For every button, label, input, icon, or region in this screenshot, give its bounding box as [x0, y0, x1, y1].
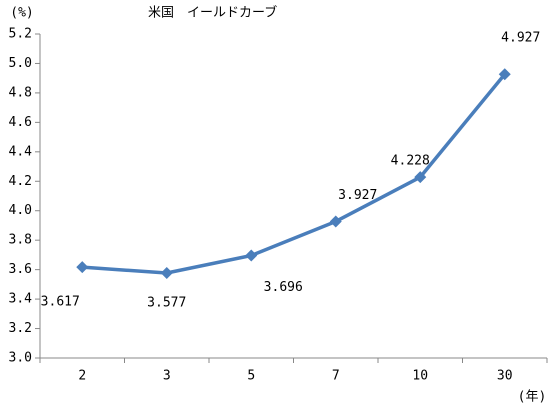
y-tick-label: 5.2	[9, 27, 32, 42]
value-label: 4.228	[391, 154, 430, 169]
marker	[414, 171, 427, 184]
x-tick-label: 5	[247, 369, 255, 384]
y-tick-label: 3.0	[9, 351, 32, 366]
marker	[160, 267, 173, 280]
marker	[329, 215, 342, 228]
value-label: 3.927	[338, 188, 377, 203]
y-tick-label: 3.6	[9, 262, 32, 277]
x-tick-label: 10	[412, 369, 428, 384]
y-tick-label: 4.4	[9, 144, 33, 159]
y-tick-label: 4.6	[9, 115, 32, 130]
y-tick-label: 4.2	[9, 174, 32, 189]
y-tick-label: 3.2	[9, 321, 32, 336]
x-tick-label: 3	[163, 369, 171, 384]
value-label: 3.577	[147, 296, 186, 311]
marker	[76, 261, 89, 274]
x-tick-label: 30	[497, 369, 513, 384]
x-tick-label: 2	[78, 369, 86, 384]
value-label: 4.927	[501, 31, 540, 46]
value-label: 3.696	[264, 280, 303, 295]
y-tick-label: 3.8	[9, 233, 32, 248]
marker	[245, 249, 258, 262]
y-axis-label: (%)	[10, 6, 33, 21]
value-label: 3.617	[41, 295, 80, 310]
chart-title: 米国 イールドカーブ	[148, 5, 277, 21]
line	[82, 73, 507, 275]
marker	[498, 68, 511, 81]
y-tick-label: 4.0	[9, 203, 32, 218]
y-tick-label: 3.4	[9, 292, 33, 307]
y-tick-label: 5.0	[9, 56, 32, 71]
y-tick-label: 4.8	[9, 85, 32, 100]
x-tick-label: 7	[332, 369, 340, 384]
x-axis-label: (年)	[518, 390, 547, 405]
